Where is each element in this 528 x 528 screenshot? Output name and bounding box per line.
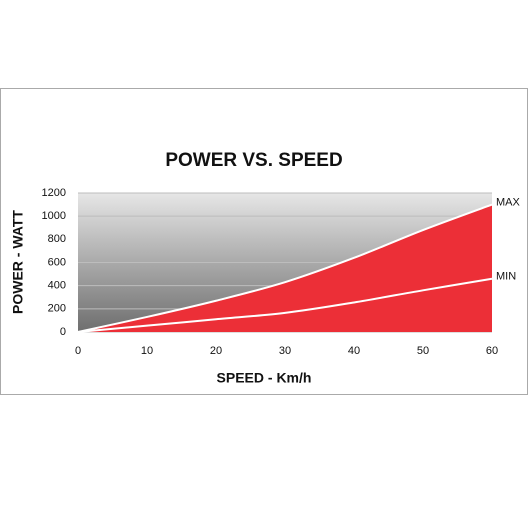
x-tick-label: 0 (75, 345, 81, 357)
y-tick-label: 600 (48, 256, 66, 268)
y-axis-label: POWER - WATT (10, 210, 26, 314)
y-tick-label: 800 (48, 233, 66, 245)
x-tick-label: 50 (417, 345, 429, 357)
y-tick-label: 200 (48, 303, 66, 315)
y-tick-label: 400 (48, 280, 66, 292)
y-tick-label: 1000 (42, 210, 66, 222)
line (77, 203, 493, 333)
area (78, 204, 492, 332)
x-tick-label: 10 (141, 345, 153, 357)
x-tick-label: 20 (210, 345, 222, 357)
x-axis-label: SPEED - Km/h (217, 370, 312, 386)
x-tick-label: 40 (348, 345, 360, 357)
x-tick-label: 60 (486, 345, 498, 357)
y-tick-label: 1200 (42, 187, 66, 199)
series-label: MAX (496, 196, 521, 208)
series-label: MIN (496, 271, 516, 283)
chart-title: POWER VS. SPEED (165, 150, 342, 171)
x-tick-label: 30 (279, 345, 291, 357)
line (77, 277, 493, 333)
y-tick-label: 0 (60, 326, 66, 338)
